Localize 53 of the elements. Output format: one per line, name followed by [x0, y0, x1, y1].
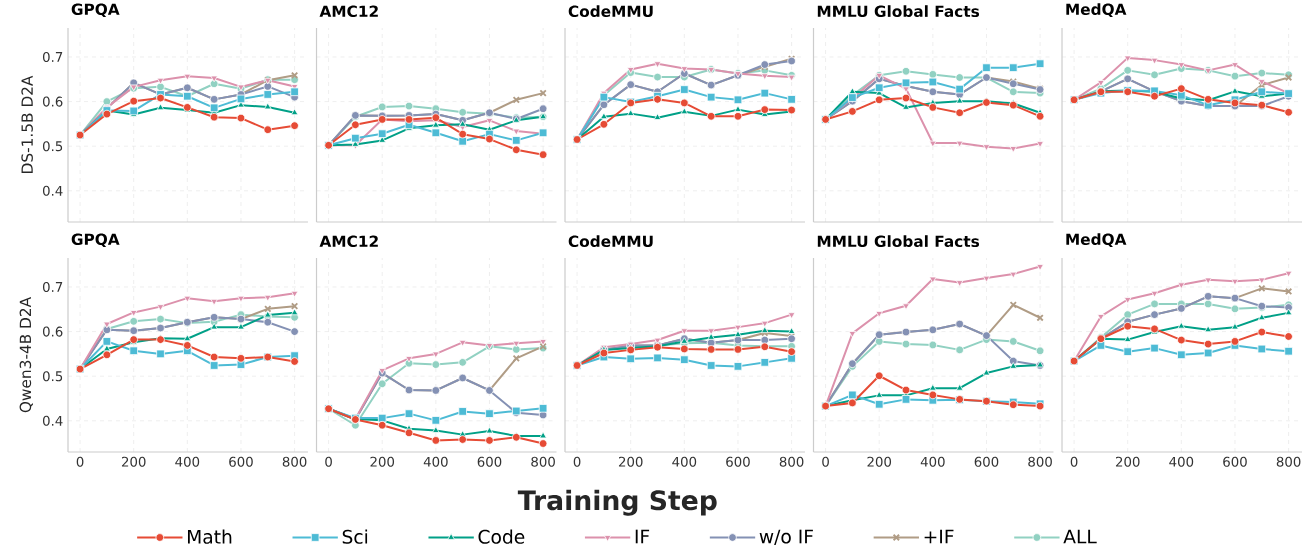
y-axis-title: DS-1.5B D2A — [21, 75, 33, 173]
x-tick-label: 600 — [477, 456, 502, 467]
y-tick-label: 0.6 — [42, 96, 63, 107]
legend-label: +IF — [924, 529, 954, 544]
legend-label: w/o IF — [759, 529, 813, 546]
y-tick-label: 0.7 — [42, 51, 63, 63]
x-tick-label: 0 — [822, 456, 829, 467]
chart-title: MedQA — [1066, 3, 1127, 18]
x-tick-label: 800 — [282, 456, 307, 467]
legend-label: Code — [478, 529, 525, 544]
x-tick-label: 600 — [229, 456, 253, 467]
chart-title: AMC12 — [319, 235, 378, 248]
y-tick-label: 0.4 — [42, 185, 63, 196]
y-axis-title: Qwen3-4B D2A — [19, 297, 33, 413]
legend-label: Math — [187, 529, 232, 544]
x-tick-label: 0 — [1070, 456, 1078, 467]
y-tick-label: 0.5 — [42, 371, 63, 382]
chart-title: MedQA — [1066, 233, 1127, 248]
x-tick-label: 400 — [175, 456, 200, 467]
chart-title: GPQA — [71, 3, 120, 18]
legend-label: Sci — [342, 529, 368, 544]
chart-title: MMLU Global Facts — [817, 235, 980, 248]
y-tick-label: 0.7 — [42, 281, 63, 293]
x-tick-label: 800 — [1276, 456, 1301, 467]
x-tick-label: 200 — [121, 456, 146, 467]
x-tick-label: 800 — [531, 456, 555, 467]
x-tick-label: 0 — [76, 456, 84, 467]
x-tick-label: 400 — [423, 456, 448, 467]
x-tick-label: 400 — [920, 456, 945, 467]
y-tick-label: 0.4 — [42, 415, 63, 426]
x-tick-label: 600 — [974, 456, 999, 467]
x-tick-label: 800 — [1028, 456, 1052, 467]
x-tick-label: 800 — [779, 456, 804, 467]
chart-title: CodeMMU — [568, 235, 653, 248]
x-tick-label: 200 — [867, 456, 892, 467]
x-tick-label: 600 — [726, 456, 750, 467]
x-tick-label: 400 — [1169, 456, 1194, 467]
chart-title: MMLU Global Facts — [817, 5, 980, 18]
chart-title: GPQA — [71, 233, 120, 248]
x-axis-title: Training Step — [517, 489, 717, 516]
x-tick-label: 200 — [370, 456, 395, 467]
legend-label: ALL — [1063, 529, 1097, 544]
y-tick-label: 0.6 — [42, 326, 63, 337]
x-tick-label: 200 — [618, 456, 643, 467]
x-tick-label: 200 — [1115, 456, 1140, 467]
chart-title: AMC12 — [319, 5, 378, 18]
y-tick-label: 0.5 — [42, 141, 63, 152]
legend-label: IF — [635, 529, 650, 544]
chart-title: CodeMMU — [568, 5, 653, 18]
x-tick-label: 400 — [672, 456, 697, 467]
x-tick-label: 600 — [1223, 456, 1247, 467]
x-tick-label: 0 — [573, 456, 581, 467]
x-tick-label: 0 — [325, 456, 332, 467]
